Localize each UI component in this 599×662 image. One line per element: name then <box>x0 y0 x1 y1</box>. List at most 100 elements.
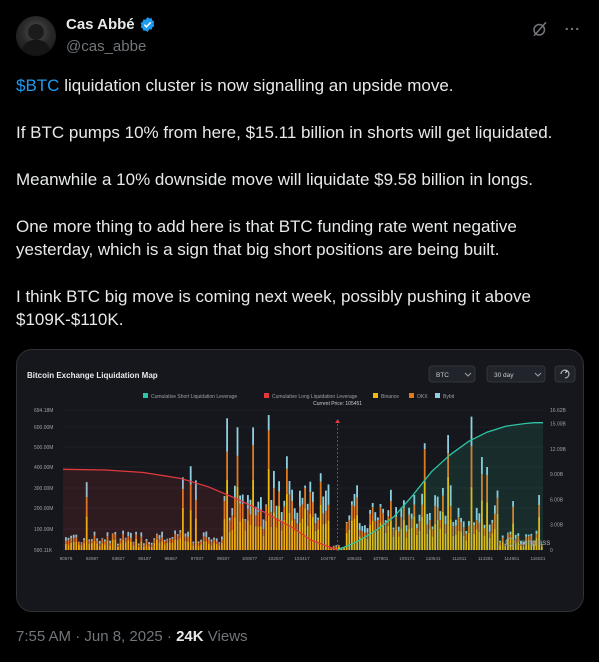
author-avatar[interactable] <box>16 16 56 56</box>
liquidation-bar-binance <box>530 541 533 550</box>
liquidation-bar-okx <box>332 546 335 548</box>
liquidation-bar-okx <box>317 519 319 530</box>
liquidation-bar-bybit <box>431 526 434 530</box>
liquidation-bar-binance <box>179 537 182 550</box>
liquidation-bar-bybit <box>184 533 187 537</box>
liquidation-bar-okx <box>106 536 109 541</box>
liquidation-bar-binance <box>527 540 530 550</box>
tweet-timestamp[interactable]: 7:55 AM · Jun 8, 2025 · <box>16 628 177 645</box>
liquidation-bar-bybit <box>327 484 330 505</box>
liquidation-bar-binance <box>127 540 130 550</box>
grok-icon[interactable] <box>531 20 549 38</box>
liquidation-bar-okx <box>538 505 540 517</box>
liquidation-bar-okx <box>488 531 491 538</box>
liquidation-bar-bybit <box>291 489 293 502</box>
liquidation-bar-binance <box>163 544 166 550</box>
x-axis-tick-label: 100677 <box>242 556 258 561</box>
liquidation-bar-okx <box>184 536 187 541</box>
liquidation-bar-binance <box>130 541 132 550</box>
liquidation-bar-okx <box>288 494 291 514</box>
liquidation-bar-okx <box>91 540 93 544</box>
liquidation-bar-binance <box>236 486 239 550</box>
liquidation-bar-binance <box>158 542 161 550</box>
tweet-paragraph-1: $BTC liquidation cluster is now signalli… <box>16 74 581 97</box>
legend-item[interactable]: Cumulative Short Liquidation Leverage <box>143 393 237 400</box>
liquidation-bar-bybit <box>249 499 252 515</box>
liquidation-bar-binance <box>517 541 520 550</box>
liquidation-bar-okx <box>96 540 98 544</box>
liquidation-bar-binance <box>405 537 408 550</box>
author-name-row[interactable]: Cas Abbé <box>66 16 156 33</box>
liquidation-bar-binance <box>436 519 439 550</box>
legend-swatch <box>435 393 440 398</box>
liquidation-bar-binance <box>449 519 452 550</box>
right-axis-tick-label: 6.00B <box>550 497 564 503</box>
left-axis-tick-label: 590.11K <box>34 548 53 554</box>
liquidation-bar-okx <box>208 539 210 544</box>
liquidation-bar-okx <box>278 491 280 507</box>
liquidation-bar-binance <box>119 543 122 550</box>
liquidation-bar-binance <box>85 516 88 550</box>
liquidation-bar-bybit <box>124 537 127 539</box>
liquidation-bar-bybit <box>507 532 509 534</box>
liquidation-bar-binance <box>377 530 379 550</box>
left-axis-tick-label: 400.00M <box>34 465 53 471</box>
liquidation-bar-bybit <box>127 531 130 537</box>
period-select[interactable]: 30 day <box>486 365 546 383</box>
liquidation-bar-okx <box>132 542 135 546</box>
liquidation-bar-okx <box>465 533 468 541</box>
liquidation-bar-okx <box>72 538 75 542</box>
author-handle[interactable]: @cas_abbe <box>66 38 147 55</box>
liquidation-bar-bybit <box>226 418 228 452</box>
liquidation-bar-okx <box>239 503 241 522</box>
current-price-label: Current Price: 105451 <box>313 401 362 407</box>
liquidation-bar-bybit <box>187 531 189 537</box>
liquidation-bar-binance <box>491 533 494 550</box>
tweet-paragraph-3: Meanwhile a 10% downside move will liqui… <box>16 170 533 189</box>
chart-image-card[interactable]: Bitcoin Exchange Liquidation Map BTC 30 … <box>16 349 584 612</box>
legend-item[interactable]: Bybit <box>435 393 455 400</box>
legend-item[interactable]: Binance <box>373 393 399 400</box>
liquidation-bar-bybit <box>83 538 85 541</box>
liquidation-bar-bybit <box>72 534 75 539</box>
liquidation-bar-binance <box>501 541 504 550</box>
liquidation-bar-binance <box>273 512 275 550</box>
liquidation-bar-okx <box>491 523 494 534</box>
liquidation-bar-okx <box>221 539 223 543</box>
liquidation-bar-bybit <box>504 543 507 545</box>
liquidation-bar-bybit <box>278 481 280 492</box>
liquidation-bar-okx <box>327 504 330 521</box>
liquidation-bar-binance <box>286 493 288 550</box>
liquidation-bar-binance <box>345 532 348 550</box>
cashtag-link[interactable]: $BTC <box>16 76 60 95</box>
liquidation-bar-bybit <box>514 534 517 539</box>
legend-item[interactable]: Cumulative Long Liquidation Leverage <box>264 393 358 400</box>
refresh-button[interactable] <box>554 365 576 383</box>
liquidation-bar-bybit <box>413 495 416 505</box>
liquidation-bar-okx <box>392 529 395 537</box>
liquidation-bar-bybit <box>418 514 421 522</box>
liquidation-bar-binance <box>475 529 478 550</box>
liquidation-bar-okx <box>361 531 364 538</box>
liquidation-bar-okx <box>101 539 104 544</box>
liquidation-bar-bybit <box>517 533 520 537</box>
liquidation-bar-bybit <box>244 519 247 521</box>
liquidation-bar-okx <box>148 544 150 547</box>
liquidation-bar-okx <box>509 534 512 539</box>
liquidation-bar-binance <box>197 545 200 550</box>
short-cumulative-area <box>337 422 543 550</box>
liquidation-bar-binance <box>96 543 98 550</box>
liquidation-bar-binance <box>143 546 145 550</box>
author-name[interactable]: Cas Abbé <box>66 16 135 33</box>
liquidation-bar-bybit <box>132 541 135 543</box>
liquidation-bar-binance <box>148 546 150 550</box>
legend-item[interactable]: OKX <box>409 393 428 400</box>
more-icon[interactable] <box>563 20 581 38</box>
liquidation-bar-bybit <box>483 524 486 529</box>
asset-select[interactable]: BTC <box>428 365 476 383</box>
liquidation-bar-okx <box>444 523 447 534</box>
liquidation-bar-okx <box>517 536 520 542</box>
liquidation-bar-okx <box>390 501 392 521</box>
liquidation-bar-okx <box>353 506 356 519</box>
liquidation-bar-okx <box>283 506 286 520</box>
